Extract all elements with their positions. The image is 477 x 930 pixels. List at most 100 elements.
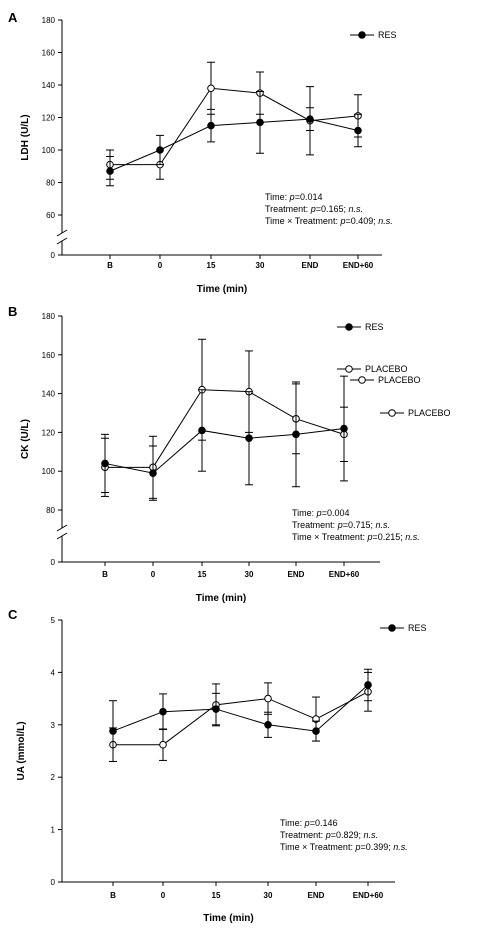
stats-line: Time × Treatment: p=0.215; n.s. — [292, 532, 420, 542]
data-point — [149, 469, 157, 477]
y-tick-label: 180 — [42, 16, 56, 25]
legend-marker — [358, 31, 366, 39]
x-tick-label: B — [107, 261, 113, 270]
y-tick-label: 100 — [42, 146, 56, 155]
legend-marker — [358, 376, 366, 384]
data-point — [306, 115, 314, 123]
series-line — [110, 87, 359, 166]
y-tick-label: 1 — [51, 826, 56, 835]
data-point — [212, 705, 220, 713]
series-line — [112, 684, 369, 732]
data-point — [354, 126, 362, 135]
data-point — [312, 727, 320, 735]
panel-label: B — [8, 304, 17, 319]
x-tick-label: 15 — [198, 570, 207, 579]
series-placebo — [106, 61, 362, 180]
stats-line: Time: p=0.004 — [292, 508, 349, 518]
x-tick-label: 30 — [256, 261, 265, 270]
series-res — [101, 375, 348, 501]
y-tick-label: 140 — [42, 390, 56, 399]
data-point — [159, 707, 167, 716]
y-tick-label: 0 — [51, 251, 56, 260]
series-line — [113, 691, 369, 746]
y-tick-label: 100 — [42, 467, 56, 476]
legend: RES PLACEBO — [337, 322, 408, 374]
x-tick-label: 0 — [158, 261, 163, 270]
stats-line: Treatment: p=0.715; n.s. — [292, 520, 390, 530]
data-point — [109, 727, 117, 735]
data-point — [207, 121, 215, 130]
series-line — [105, 389, 345, 468]
x-tick-label: END+60 — [343, 261, 374, 270]
y-tick-label: 0 — [51, 878, 56, 887]
legend-label: PLACEBO — [365, 364, 408, 374]
panel-label: A — [8, 10, 18, 25]
y-axis-title: UA (mmol/L) — [16, 721, 27, 780]
legend-marker — [388, 624, 396, 632]
stats-annotation: Time: p=0.014 Treatment: p=0.165; n.s. Tim… — [265, 192, 393, 226]
y-tick-label: 140 — [42, 81, 56, 90]
data-point — [106, 167, 114, 175]
y-tick-label: 4 — [51, 668, 56, 677]
legend-label: RES — [378, 30, 397, 40]
x-tick-label: 15 — [207, 261, 216, 270]
series-res — [106, 91, 362, 187]
x-tick-label: 30 — [245, 570, 254, 579]
data-point — [292, 430, 300, 439]
x-tick-label: 0 — [151, 570, 156, 579]
y-tick-label: 60 — [46, 211, 55, 220]
data-point — [101, 459, 109, 468]
series-res — [109, 668, 372, 762]
legend-marker — [345, 323, 353, 331]
y-tick-label: 160 — [42, 351, 56, 360]
y-tick-label: 180 — [42, 312, 56, 321]
data-point — [256, 118, 264, 127]
data-point — [340, 424, 348, 433]
axis-break-mark — [56, 532, 68, 540]
stats-line: Time: p=0.014 — [265, 192, 322, 202]
series-line — [104, 428, 345, 474]
axis-break-mark — [56, 237, 68, 245]
series-line — [109, 118, 359, 172]
x-tick-label: 15 — [212, 891, 221, 900]
series-placebo — [101, 338, 348, 499]
x-tick-label: END — [302, 261, 319, 270]
x-tick-label: B — [110, 891, 116, 900]
data-point — [156, 146, 164, 154]
y-tick-label: 120 — [42, 114, 56, 123]
y-tick-label: 80 — [46, 506, 55, 515]
chart-panel-b: B 0 80 100 120 140 160 180 B 0 15 30 END END+60 Time (… — [8, 304, 420, 604]
legend: RES PLACEBO — [350, 30, 421, 385]
x-tick-label: END+60 — [329, 570, 360, 579]
stats-annotation: Time: p=0.146 Treatment: p=0.829; n.s. Tim… — [280, 818, 408, 852]
y-tick-label: 120 — [42, 428, 56, 437]
stats-line: Treatment: p=0.829; n.s. — [280, 830, 378, 840]
data-point — [264, 694, 272, 703]
data-point — [198, 426, 206, 435]
x-tick-label: END — [288, 570, 305, 579]
x-tick-label: 30 — [264, 891, 273, 900]
chart-panel-c: C 0 1 2 3 4 5 B 0 15 30 END END+60 Time (min) UA (mmol… — [8, 408, 451, 924]
axis-break-mark — [56, 524, 68, 532]
chart-panel-a: A 0 60 80 100 120 140 160 180 B 0 15 30 END END+60 Time… — [8, 10, 421, 385]
data-point — [245, 434, 253, 443]
y-tick-label: 3 — [51, 721, 56, 730]
axis-break-mark — [56, 229, 68, 237]
stats-line: Treatment: p=0.165; n.s. — [265, 204, 363, 214]
legend-marker — [345, 365, 353, 373]
stats-line: Time × Treatment: p=0.399; n.s. — [280, 842, 408, 852]
data-point — [159, 740, 167, 749]
y-tick-label: 0 — [51, 558, 56, 567]
panel-label: C — [8, 607, 18, 622]
y-tick-label: 80 — [46, 179, 55, 188]
data-point — [207, 84, 215, 93]
data-point — [264, 721, 272, 729]
x-tick-label: END — [308, 891, 325, 900]
x-axis-title: Time (min) — [197, 284, 247, 295]
legend: RES PLACEBO — [380, 408, 451, 633]
legend-label: RES — [408, 623, 427, 633]
x-axis-title: Time (min) — [196, 593, 246, 604]
legend-label: PLACEBO — [408, 408, 451, 418]
legend-marker — [388, 409, 396, 417]
